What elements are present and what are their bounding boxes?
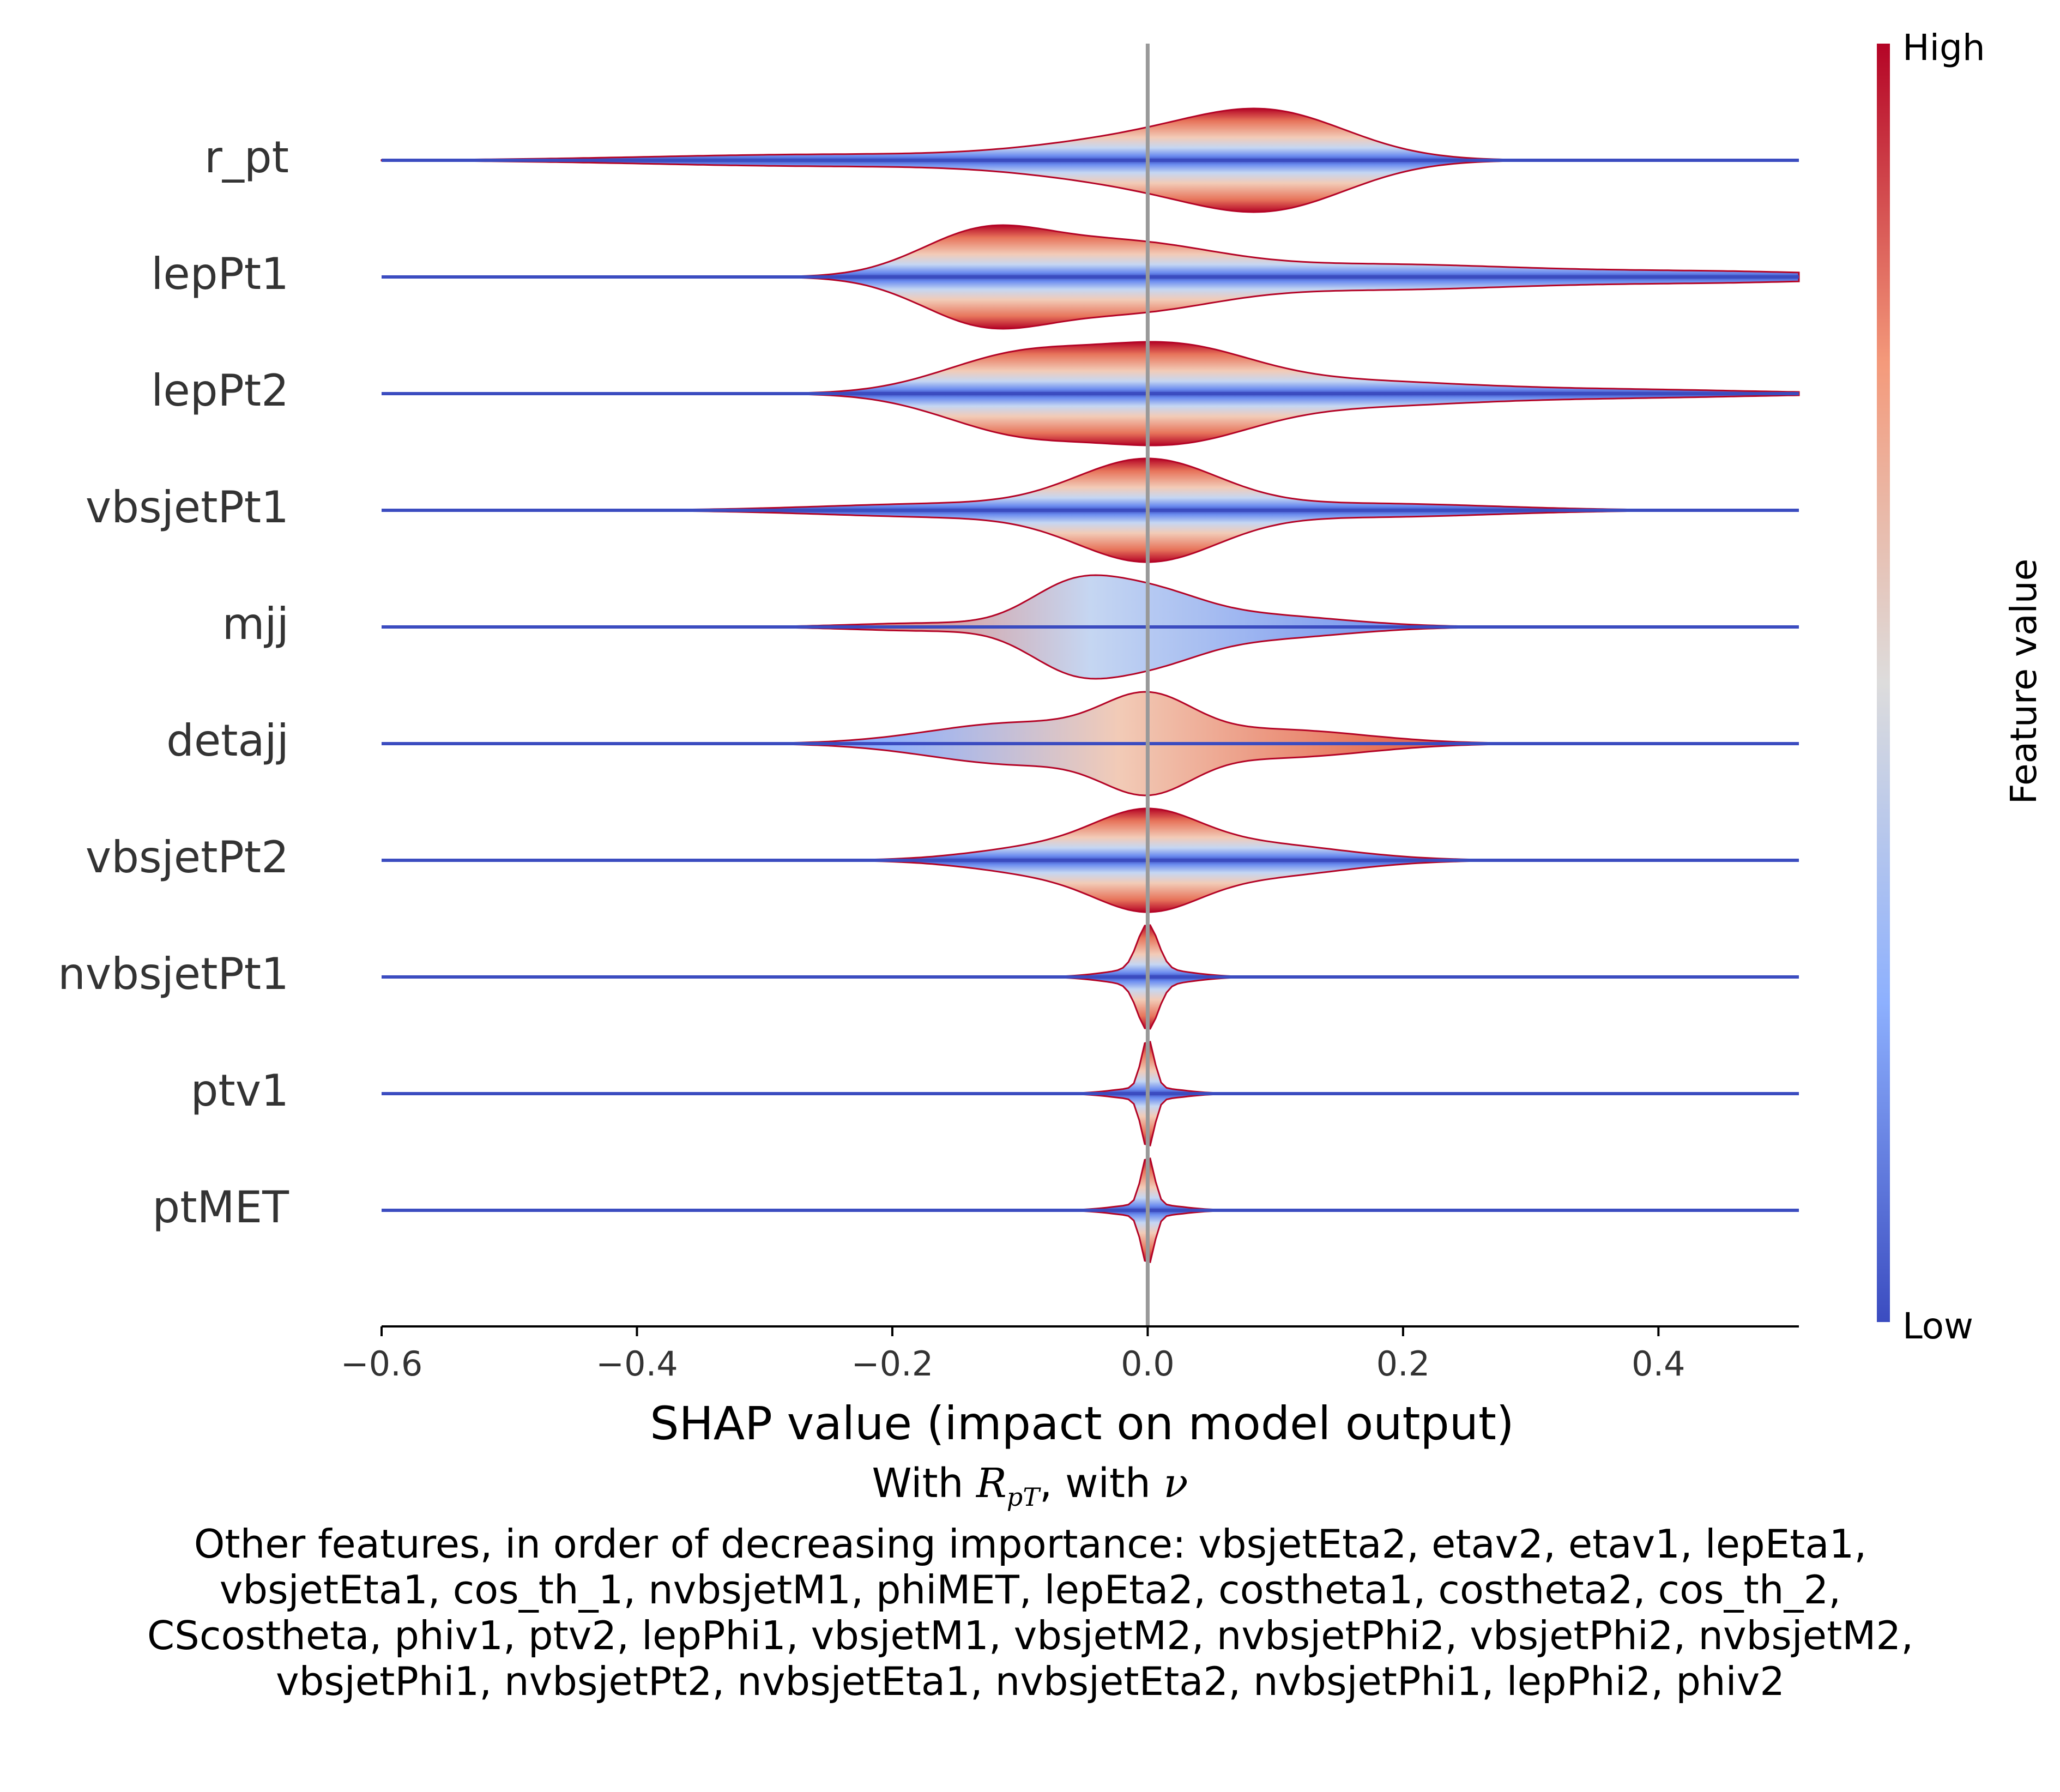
chart-subtitle: With RpT, with ν: [0, 1460, 2060, 1512]
feature-label-lepPt2: lepPt2: [151, 365, 289, 416]
x-tick-label: 0.0: [1121, 1344, 1175, 1384]
x-tick-label: −0.2: [851, 1344, 934, 1384]
x-tick-label: 0.2: [1376, 1344, 1430, 1384]
subtitle-middle: , with: [1039, 1460, 1164, 1507]
colorbar-title: Feature value: [2003, 559, 2045, 805]
subtitle-nu: ν: [1163, 1460, 1188, 1507]
subtitle-prefix: With: [872, 1460, 977, 1507]
subtitle-symbol-subscript: pT: [1006, 1482, 1040, 1512]
colorbar-low-label: Low: [1902, 1305, 1973, 1347]
colorbar: [1877, 44, 1890, 1322]
feature-labels: r_pt lepPt1 lepPt2 vbsjetPt1 mjj detajj vbsjet…: [58, 132, 289, 1233]
other-features-note: Other features, in order of decreasing i…: [147, 1521, 1914, 1704]
feature-label-nvbsjetPt1: nvbsjetPt1: [58, 949, 289, 999]
feature-label-vbsjetPt2: vbsjetPt2: [86, 832, 289, 883]
feature-label-lepPt1: lepPt1: [151, 249, 289, 299]
subtitle-symbol: R: [976, 1460, 1007, 1507]
x-tick-label: −0.4: [596, 1344, 678, 1384]
violin-layer: [380, 107, 1800, 1263]
feature-label-vbsjetPt1: vbsjetPt1: [86, 482, 289, 533]
feature-label-ptMET: ptMET: [152, 1182, 289, 1233]
colorbar-high-label: High: [1902, 27, 1985, 69]
x-axis-ticks: −0.6 −0.4 −0.2 0.0 0.2 0.4: [341, 1326, 1686, 1384]
x-axis-label: SHAP value (impact on model output): [650, 1397, 1514, 1450]
x-tick-label: 0.4: [1632, 1344, 1686, 1384]
feature-label-ptv1: ptv1: [191, 1065, 289, 1116]
feature-label-r_pt: r_pt: [204, 132, 289, 183]
x-tick-label: −0.6: [341, 1344, 423, 1384]
feature-label-mjj: mjj: [222, 599, 289, 649]
feature-label-detajj: detajj: [166, 715, 289, 766]
